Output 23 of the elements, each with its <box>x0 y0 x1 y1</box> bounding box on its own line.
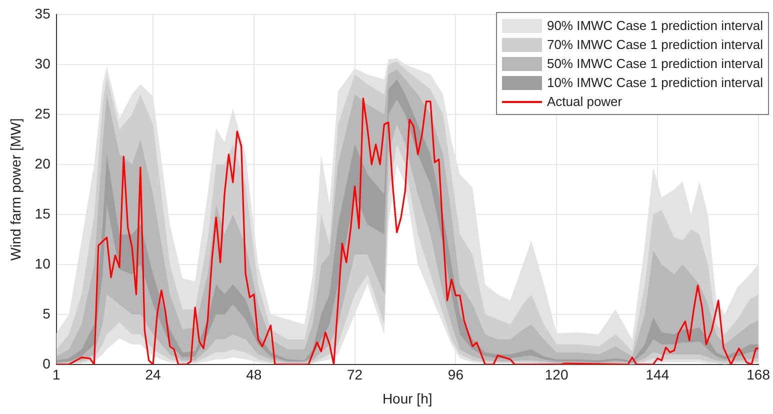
y-tick-label: 15 <box>34 205 51 222</box>
legend-label: 10% IMWC Case 1 prediction interval <box>546 75 763 90</box>
y-tick-label: 0 <box>42 355 51 372</box>
legend-label: Actual power <box>546 94 622 109</box>
y-tick-label: 35 <box>34 5 51 22</box>
x-tick-label: 120 <box>544 366 568 383</box>
x-tick-label: 96 <box>448 366 464 383</box>
legend-label: 90% IMWC Case 1 prediction interval <box>546 18 763 33</box>
legend-label: 50% IMWC Case 1 prediction interval <box>546 56 763 71</box>
y-axis-title: Wind farm power [MW] <box>7 118 24 261</box>
y-tick-label: 30 <box>34 55 51 72</box>
y-tick-label: 25 <box>34 105 51 122</box>
x-tick-label: 24 <box>145 366 162 383</box>
x-tick-label: 72 <box>347 366 363 383</box>
x-axis-title: Hour [h] <box>382 390 432 406</box>
x-tick-label: 168 <box>746 366 770 383</box>
x-tick-label: 144 <box>646 366 670 383</box>
x-tick-label: 48 <box>246 366 262 383</box>
y-tick-label: 5 <box>42 305 51 322</box>
legend-label: 70% IMWC Case 1 prediction interval <box>546 37 763 52</box>
y-tick-label: 20 <box>34 155 51 172</box>
x-tick-label: 1 <box>52 366 60 383</box>
y-tick-label: 10 <box>34 255 51 272</box>
